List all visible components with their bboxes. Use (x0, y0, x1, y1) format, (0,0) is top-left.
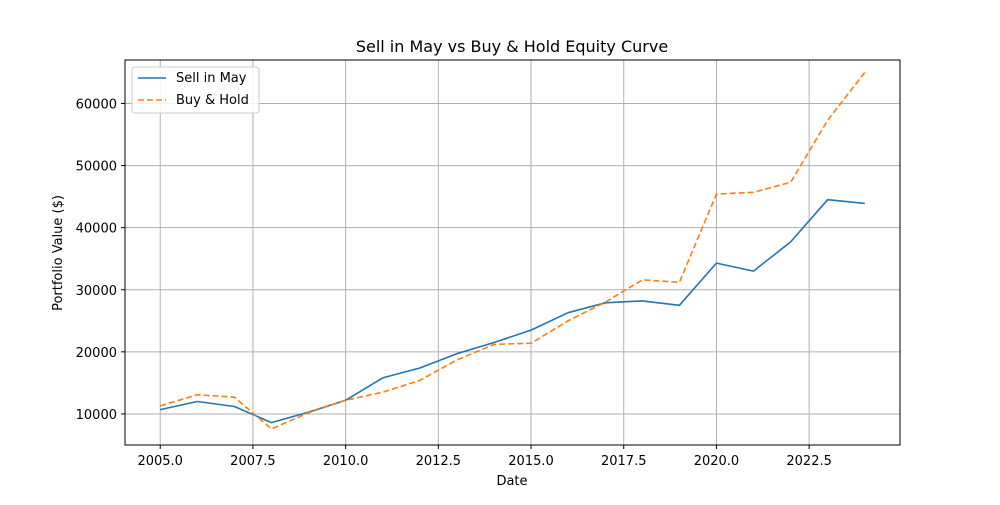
x-tick-label: 2005.0 (137, 454, 183, 469)
y-tick-label: 30000 (76, 284, 117, 299)
grid (125, 60, 900, 445)
x-tick-label: 2017.5 (601, 454, 647, 469)
series-lines (160, 72, 865, 429)
series-line-sell-in-may (160, 200, 865, 423)
y-axis-ticks: 10000 20000 30000 40000 50000 60000 (76, 97, 125, 422)
x-axis-ticks: 2005.0 2007.5 2010.0 2012.5 2015.0 2017.5 2020… (137, 445, 831, 469)
x-axis-label: Date (496, 474, 527, 489)
x-tick-label: 2007.5 (230, 454, 276, 469)
x-tick-label: 2020.0 (694, 454, 740, 469)
plot-area-frame (125, 60, 900, 445)
y-tick-label: 40000 (76, 222, 117, 237)
legend: Sell in May Buy & Hold (132, 67, 259, 113)
x-tick-label: 2012.5 (416, 454, 462, 469)
y-tick-label: 60000 (76, 97, 117, 112)
x-tick-label: 2010.0 (323, 454, 369, 469)
x-tick-label: 2015.0 (508, 454, 554, 469)
y-axis-label: Portfolio Value ($) (51, 195, 66, 311)
y-tick-label: 50000 (76, 160, 117, 175)
y-tick-label: 20000 (76, 346, 117, 361)
legend-label-sell-in-may: Sell in May (176, 71, 247, 86)
chart-title: Sell in May vs Buy & Hold Equity Curve (356, 37, 668, 56)
series-line-buy-and-hold (160, 72, 865, 429)
y-tick-label: 10000 (76, 408, 117, 423)
x-tick-label: 2022.5 (786, 454, 832, 469)
legend-label-buy-and-hold: Buy & Hold (176, 93, 249, 108)
